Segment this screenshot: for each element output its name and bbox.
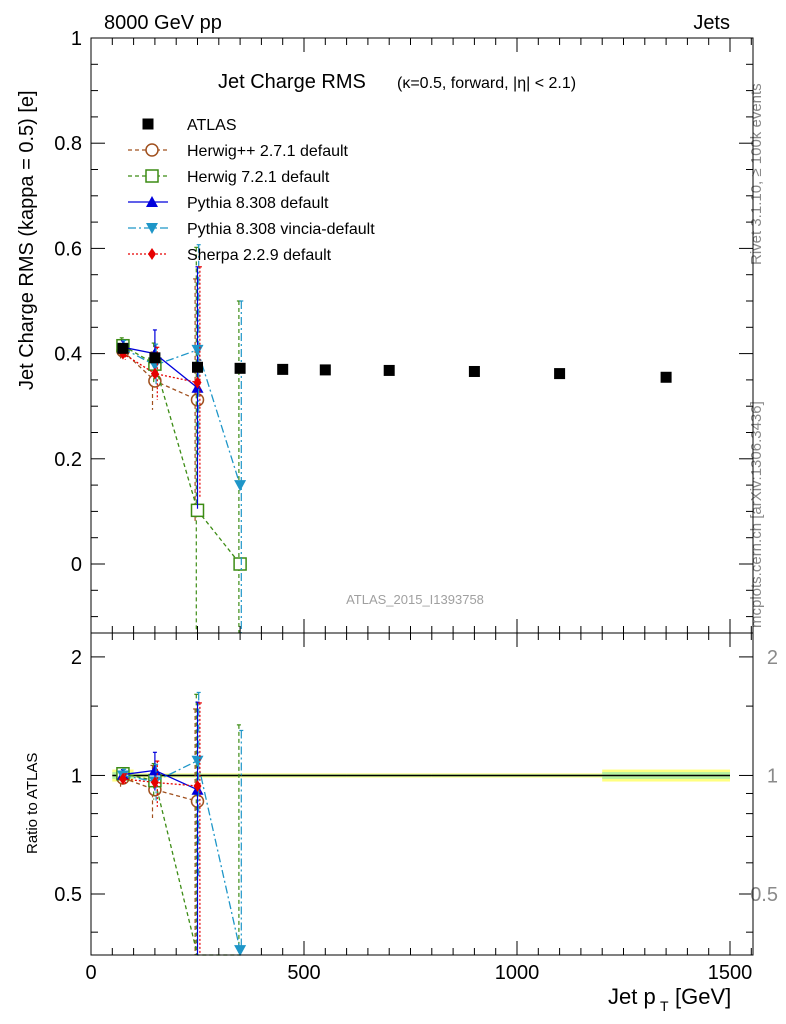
atlas-data-point [234, 362, 246, 374]
legend-marker [146, 223, 158, 234]
plot-title: Jet Charge RMS [218, 71, 366, 93]
ratio-point [118, 772, 127, 785]
svg-text:[GeV]: [GeV] [675, 984, 731, 1009]
series-3 [116, 244, 247, 957]
ratio-point [234, 945, 247, 957]
ratio-tick-label-right: 2 [767, 647, 778, 669]
legend: ATLAS Herwig++ 2.7.1 default Herwig 7.2.1 … [128, 117, 375, 264]
plot-subtitle: (κ=0.5, forward, |η| < 2.1) [397, 75, 576, 92]
legend-label: Herwig 7.2.1 default [187, 169, 330, 186]
ratio-series-line [122, 759, 241, 951]
mcplots-label: mcplots.cern.ch [arXiv:1306.3436] [748, 401, 765, 628]
ratio-plot-frame [90, 632, 754, 956]
ratio-tick-label-right: 0.5 [750, 884, 778, 906]
ratio-point [148, 764, 161, 776]
x-tick-label: 1000 [495, 962, 540, 984]
series-1 [116, 246, 247, 956]
legend-entry-0: Herwig++ 2.7.1 default [128, 143, 349, 160]
legend-marker [145, 143, 159, 157]
legend-label-atlas: ATLAS [187, 117, 237, 134]
analysis-id-label: ATLAS_2015_I1393758 [346, 592, 484, 607]
series-line [122, 347, 241, 486]
legend-label: Herwig++ 2.7.1 default [187, 143, 349, 160]
y-tick-label: 0.6 [54, 238, 82, 260]
x-tick-label: 500 [287, 962, 320, 984]
series-0 [116, 278, 205, 955]
legend-entry-2: Pythia 8.308 default [128, 195, 329, 212]
x-tick-label: 0 [85, 962, 96, 984]
series-point [193, 376, 202, 389]
legend-entry-4: Sherpa 2.2.9 default [128, 247, 332, 264]
atlas-data-point [117, 342, 129, 354]
atlas-data-point [468, 365, 480, 377]
ratio-series-line [122, 773, 241, 956]
ratio-y-axis-title: Ratio to ATLAS [24, 753, 41, 854]
legend-marker [145, 169, 159, 183]
x-axis-title: Jet p T [GeV] [608, 984, 731, 1014]
series-line [122, 345, 241, 565]
ratio-point [193, 780, 202, 793]
header-energy-label: 8000 GeV pp [104, 12, 222, 34]
legend-label: Pythia 8.308 default [187, 195, 329, 212]
ratio-tick-label: 2 [71, 647, 82, 669]
mc-series-layer [116, 244, 247, 957]
series-point [234, 480, 247, 492]
ratio-tick-label: 1 [71, 765, 82, 787]
ratio-tick-label-right: 1 [767, 765, 778, 787]
legend-marker [148, 248, 156, 260]
atlas-data-point [554, 368, 566, 380]
legend-marker [146, 196, 158, 207]
atlas-data-point [383, 364, 395, 376]
series-4 [118, 266, 202, 955]
series-point [191, 344, 204, 356]
ratio-series-line [122, 777, 198, 802]
ratio-uncertainty-bands [112, 769, 730, 782]
legend-entry-atlas: ATLAS [142, 117, 237, 134]
header-jets-label: Jets [693, 12, 730, 34]
y-tick-label: 1 [71, 28, 82, 50]
atlas-data-point [149, 352, 161, 364]
y-tick-label: 0.2 [54, 449, 82, 471]
legend-label: Sherpa 2.2.9 default [187, 247, 332, 264]
series-point [150, 367, 159, 380]
atlas-data-point [277, 363, 289, 375]
svg-text:Jet p: Jet p [608, 984, 656, 1009]
atlas-data-point [660, 371, 672, 383]
legend-entry-1: Herwig 7.2.1 default [128, 169, 330, 186]
svg-text:T: T [660, 998, 669, 1014]
y-axis-title: Jet Charge RMS (kappa = 0.5) [e] [16, 90, 38, 390]
atlas-data-layer [117, 342, 672, 383]
ratio-point [150, 776, 159, 789]
axis-ticks: 0 500 1000 1500 0 0.2 0.4 0.6 0.8 1 0.5 0.5 1 1 2 2 [54, 28, 778, 984]
legend-marker [142, 118, 154, 130]
atlas-data-point [192, 361, 203, 373]
atlas-data-point [319, 364, 331, 376]
x-tick-label: 1500 [708, 962, 753, 984]
legend-entry-3: Pythia 8.308 vincia-default [128, 221, 375, 238]
series-point [233, 557, 247, 571]
rivet-version-label: Rivet 3.1.10, ≥ 100k events [748, 83, 765, 265]
ratio-point [191, 755, 204, 767]
ratio-tick-label: 0.5 [54, 884, 82, 906]
y-tick-label: 0.8 [54, 133, 82, 155]
legend-label: Pythia 8.308 vincia-default [187, 221, 375, 238]
y-tick-label: 0.4 [54, 344, 82, 366]
y-tick-label: 0 [71, 554, 82, 576]
